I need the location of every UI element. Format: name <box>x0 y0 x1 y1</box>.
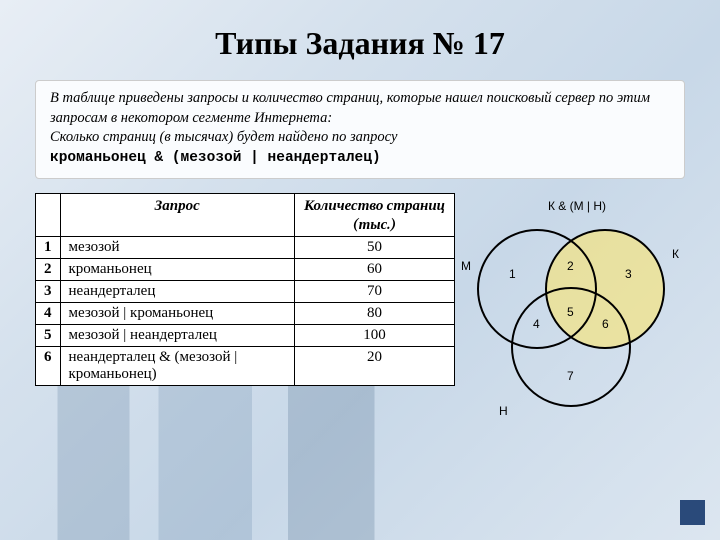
row-query: неандерталец <box>60 281 295 303</box>
venn-region-7: 7 <box>567 369 574 383</box>
venn-region-1: 1 <box>509 267 516 281</box>
row-value: 20 <box>295 347 455 386</box>
row-num: 3 <box>36 281 61 303</box>
venn-title: К & (М | Н) <box>467 199 687 213</box>
row-num: 5 <box>36 325 61 347</box>
row-query: мезозой <box>60 237 295 259</box>
table-row: 3неандерталец70 <box>36 281 455 303</box>
venn-region-6: 6 <box>602 317 609 331</box>
table-row: 5мезозой | неандерталец100 <box>36 325 455 347</box>
table-row: 1мезозой50 <box>36 237 455 259</box>
row-query: мезозой | кроманьонец <box>60 303 295 325</box>
row-query: кроманьонец <box>60 259 295 281</box>
col-blank <box>36 194 61 237</box>
row-value: 100 <box>295 325 455 347</box>
row-num: 4 <box>36 303 61 325</box>
row-num: 6 <box>36 347 61 386</box>
row-value: 60 <box>295 259 455 281</box>
table-row: 6неандерталец & (мезозой | кроманьонец)2… <box>36 347 455 386</box>
row-num: 1 <box>36 237 61 259</box>
row-query: неандерталец & (мезозой | кроманьонец) <box>60 347 295 386</box>
venn-region-3: 3 <box>625 267 632 281</box>
table-row: 2кроманьонец60 <box>36 259 455 281</box>
query-table: Запрос Количество страниц (тыс.) 1мезозо… <box>35 193 455 386</box>
row-num: 2 <box>36 259 61 281</box>
problem-statement: В таблице приведены запросы и количество… <box>35 80 685 179</box>
venn-region-4: 4 <box>533 317 540 331</box>
row-query: мезозой | неандерталец <box>60 325 295 347</box>
table-row: 4мезозой | кроманьонец80 <box>36 303 455 325</box>
row-value: 50 <box>295 237 455 259</box>
problem-line1: В таблице приведены запросы и количество… <box>50 90 650 126</box>
venn-region-2: 2 <box>567 259 574 273</box>
venn-region-5: 5 <box>567 305 574 319</box>
col-query: Запрос <box>60 194 295 237</box>
venn-diagram: К & (М | Н) М К Н 1 2 3 4 5 6 7 <box>467 193 687 419</box>
row-value: 70 <box>295 281 455 303</box>
page-title: Типы Задания № 17 <box>35 25 685 62</box>
col-count: Количество страниц (тыс.) <box>295 194 455 237</box>
problem-line2: Сколько страниц (в тысячах) будет найден… <box>50 129 397 145</box>
venn-label-m: М <box>461 259 471 273</box>
problem-formula: кроманьонец & (мезозой | неандерталец) <box>50 150 381 166</box>
row-value: 80 <box>295 303 455 325</box>
venn-label-n: Н <box>499 404 508 418</box>
venn-label-k: К <box>672 247 679 261</box>
